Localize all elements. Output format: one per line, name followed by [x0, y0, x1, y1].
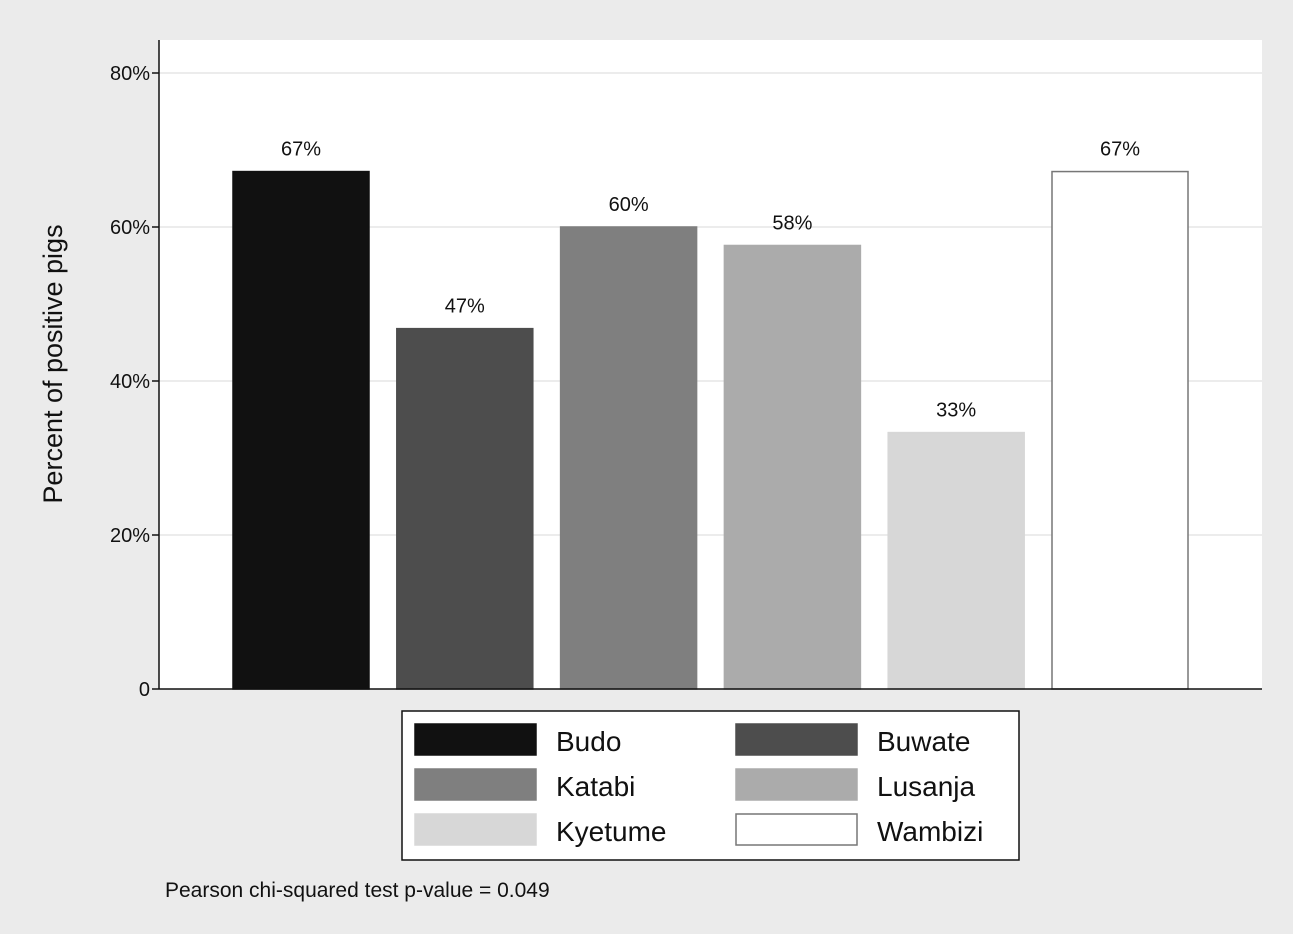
bar-wambizi	[1051, 170, 1189, 690]
note-text: Pearson chi-squared test p-value = 0.049	[165, 879, 550, 902]
bar-value-label: 33%	[936, 400, 976, 422]
bar-katabi	[559, 226, 698, 690]
legend-swatch-lusanja	[735, 768, 858, 801]
legend-swatch-kyetume	[414, 813, 537, 846]
y-tick-label: 0	[139, 679, 150, 701]
legend-label-budo: Budo	[556, 726, 621, 757]
bar-value-label: 67%	[1100, 139, 1140, 161]
legend-label-lusanja: Lusanja	[877, 771, 976, 802]
y-tick-label: 40%	[110, 371, 150, 393]
y-tick-label: 60%	[110, 217, 150, 239]
bar-value-label: 47%	[445, 296, 485, 318]
bar-value-label: 58%	[772, 212, 812, 234]
legend-label-buwate: Buwate	[877, 726, 970, 757]
bar-lusanja	[723, 244, 862, 690]
y-tick-label: 80%	[110, 63, 150, 85]
legend-swatch-katabi	[414, 768, 537, 801]
bar-buwate	[396, 327, 534, 690]
y-tick-label: 20%	[110, 525, 150, 547]
y-ticks: 0 20% 40% 60% 80%	[110, 63, 159, 701]
bars	[232, 170, 1189, 690]
legend-label-kyetume: Kyetume	[556, 816, 667, 847]
legend-swatch-budo	[414, 723, 537, 756]
y-axis-title: Percent of positive pigs	[38, 224, 68, 503]
data-labels: 67% 47% 60% 58% 33% 67%	[281, 139, 1140, 422]
legend-swatch-wambizi	[735, 813, 858, 846]
legend-label-katabi: Katabi	[556, 771, 635, 802]
bar-kyetume	[887, 431, 1025, 690]
bar-budo	[232, 170, 370, 690]
legend-swatch-buwate	[735, 723, 858, 756]
bar-value-label: 60%	[609, 194, 649, 216]
axes	[158, 40, 1262, 690]
legend: Budo Buwate Katabi Lusanja Kyetume Wambizi	[401, 710, 1020, 861]
legend-label-wambizi: Wambizi	[877, 816, 983, 847]
bar-value-label: 67%	[281, 139, 321, 161]
